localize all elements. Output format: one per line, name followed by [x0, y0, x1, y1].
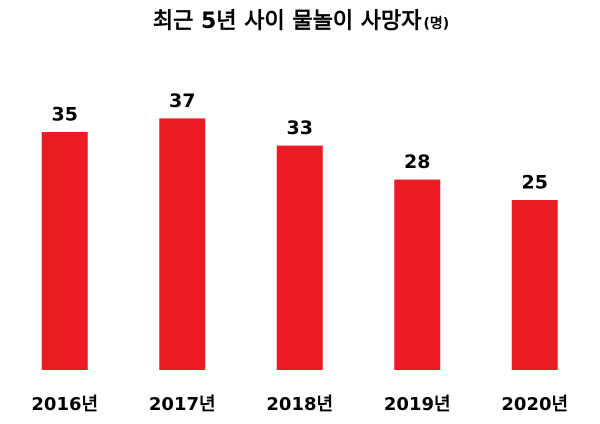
- bar: [394, 179, 441, 370]
- value-label: 28: [404, 151, 430, 173]
- bar: [511, 200, 558, 370]
- x-tick-label: 2020년: [501, 394, 568, 415]
- value-label: 25: [522, 172, 548, 194]
- chart-title: 최근 5년 사이 물놀이 사망자: [153, 9, 422, 34]
- chart-unit: (명): [423, 15, 449, 32]
- x-tick-label: 2019년: [384, 394, 451, 415]
- value-label: 35: [52, 104, 78, 126]
- x-tick-label: 2017년: [149, 394, 216, 415]
- bar: [41, 132, 88, 370]
- value-label: 33: [287, 117, 313, 139]
- bar: [159, 118, 206, 371]
- value-label: 37: [169, 90, 195, 112]
- x-tick-label: 2016년: [31, 394, 98, 415]
- bar: [276, 145, 323, 370]
- x-tick-label: 2018년: [266, 394, 333, 415]
